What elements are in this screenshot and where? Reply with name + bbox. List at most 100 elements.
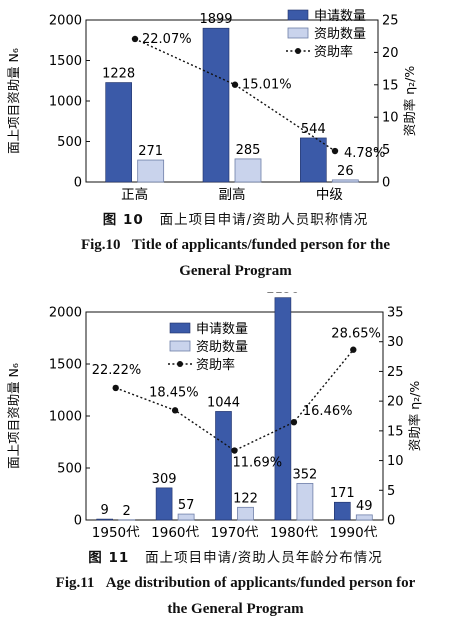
fig11-rate-label-0: 22.22%: [92, 363, 142, 378]
fig11-y2tick-label-5: 25: [387, 365, 404, 380]
fig10-bar-funded-2: [331, 179, 359, 183]
fig11-ytick-label-1: 500: [57, 462, 82, 477]
chart-fig10: 0 500 1000 1500 2000 0 5 10 15 20 25 面上项目资助量 N₆ 资助率 …: [6, 9, 417, 200]
fig11-label-apply-0: 9: [101, 503, 109, 518]
caption-fig10-zh-number: 图 10: [102, 212, 144, 228]
fig11-rate-point-2: [231, 447, 238, 454]
caption-fig11-en-line2: the General Program: [167, 601, 304, 617]
fig11-label-funded-2: 122: [233, 491, 258, 506]
fig10-legend-label-funded: 资助数量: [314, 27, 366, 42]
fig11-rate-point-0: [112, 384, 119, 392]
fig10-label-apply-2: 544: [301, 122, 326, 137]
fig11-ytick-label-3: 1500: [49, 358, 82, 373]
fig10-rate-point-2: [331, 147, 339, 155]
caption-fig10-en-line1: Title of applicants/funded person for th…: [131, 237, 391, 253]
caption-fig10-en-number: Fig.10: [80, 237, 121, 253]
fig11-xtick-label-1: 1960代: [151, 525, 199, 537]
fig10-y2tick-label-2: 10: [382, 111, 399, 126]
fig10-legend-label-rate: 资助率: [314, 44, 353, 60]
fig10-ytick-label-3: 1500: [49, 54, 82, 69]
fig10-rate-label-2: 4.78%: [344, 146, 385, 161]
fig10-label-funded-0: 271: [138, 144, 163, 159]
caption-fig10-en-line2: General Program: [179, 263, 292, 279]
fig10-y2tick-label-5: 25: [382, 14, 399, 29]
fig10-ytick-label-2: 1000: [49, 95, 82, 110]
fig10-y2label: 资助率 η₂/%: [402, 66, 417, 137]
fig10-y2tick-label-1: 5: [382, 143, 390, 158]
fig11-legend-swatch-funded: [169, 340, 191, 352]
caption-fig11-en: Fig.11 Age distribution of applicants/fu…: [0, 570, 471, 622]
fig11-xtick-label-2: 1970代: [211, 525, 259, 537]
fig11-rate-label-3: 16.46%: [303, 404, 353, 419]
fig11-rate-point-3: [290, 418, 298, 426]
fig10-xtick-label-2: 中级: [316, 187, 343, 200]
fig10-legend-label-apply: 申请数量: [314, 9, 366, 24]
fig10-y2tick-label-0: 0: [382, 176, 390, 191]
fig11-y2tick-label-6: 30: [387, 335, 404, 350]
fig10-bar-apply-0: [105, 82, 132, 183]
fig11-label-funded-3: 352: [292, 467, 317, 482]
fig11-bar-apply-0: [96, 518, 113, 521]
fig10-ylabel: 面上项目资助量 N₆: [6, 48, 21, 154]
fig11-ytick-label-2: 1000: [49, 410, 82, 425]
fig11-rate-point-1: [171, 407, 179, 414]
caption-fig10-zh-text: 面上项目申请/资助人员职称情况: [159, 212, 369, 228]
fig10-label-apply-1: 1899: [199, 12, 232, 27]
fig10-label-apply-0: 1228: [102, 67, 135, 82]
fig10-xtick-label-0: 正高: [121, 186, 148, 200]
chart-fig11: 0 500 1000 1500 2000 0 5 10 15 20 25 30 35 面上项目资助量 N₆…: [6, 292, 422, 537]
fig10-legend-swatch-apply: [287, 9, 309, 21]
fig11-bar-funded-1: [177, 513, 195, 521]
fig11-y2tick-label-2: 10: [387, 454, 404, 469]
fig11-ylabel: 面上项目资助量 N₆: [6, 363, 21, 469]
fig10-y2tick-label-4: 20: [382, 46, 399, 61]
fig11-label-apply-2: 1044: [207, 395, 240, 410]
fig10-bar-funded-1: [234, 158, 262, 183]
fig11-ytick-label-4: 2000: [49, 306, 82, 321]
caption-fig11-zh-text: 面上项目申请/资助人员年龄分布情况: [145, 550, 383, 566]
fig11-legend-label-funded: 资助数量: [196, 340, 248, 355]
fig11-ytick-label-0: 0: [74, 514, 82, 529]
fig11-label-apply-4: 171: [330, 486, 355, 501]
fig10-rate-line: [134, 38, 336, 152]
fig10-bar-funded-0: [137, 159, 165, 183]
fig11-rate-label-2: 11.69%: [233, 456, 283, 471]
fig10-rate-label-0: 22.07%: [142, 32, 192, 47]
fig10-xtick-label-1: 副高: [219, 186, 246, 200]
fig11-xtick-label-3: 1980代: [270, 525, 318, 537]
fig10-ytick-label-1: 500: [57, 135, 82, 150]
fig11-bar-funded-4: [355, 514, 373, 521]
fig11-label-apply-3: 2138: [266, 292, 299, 297]
fig11-y2tick-label-3: 15: [387, 424, 404, 439]
fig11-legend-label-rate: 资助率: [196, 357, 235, 373]
fig10-bar-apply-1: [202, 27, 230, 183]
fig11-legend-swatch-apply: [169, 322, 191, 334]
fig10-legend-swatch-funded: [287, 27, 309, 39]
fig11-label-apply-1: 309: [152, 472, 177, 487]
caption-fig10-en: Fig.10 Title of applicants/funded person…: [0, 232, 471, 284]
fig11-rate-label-1: 18.45%: [149, 385, 199, 400]
fig10-rate-label-1: 15.01%: [242, 78, 292, 93]
fig10-ytick-label-0: 0: [74, 176, 82, 191]
fig11-bar-apply-4: [333, 501, 351, 521]
fig11-bar-apply-3: [274, 297, 292, 521]
fig11-y2label: 资助率 η₂/%: [407, 381, 422, 452]
fig11-y2tick-label-7: 35: [387, 306, 404, 321]
fig11-y2tick-label-1: 5: [387, 484, 395, 499]
fig11-bar-funded-3: [296, 482, 314, 521]
fig10-label-funded-1: 285: [236, 143, 261, 158]
fig11-legend-swatch-rate-dot: [177, 361, 183, 367]
fig10-ytick-label-4: 2000: [49, 14, 82, 29]
fig11-bar-apply-2: [215, 411, 232, 521]
fig10-bar-apply-2: [300, 137, 327, 183]
fig10-legend-swatch-rate-dot: [295, 48, 301, 54]
fig11-label-funded-4: 49: [356, 499, 373, 514]
fig10-rate-point-0: [131, 35, 139, 43]
fig11-y2tick-label-0: 0: [387, 514, 395, 529]
caption-fig11-en-number: Fig.11: [55, 575, 95, 591]
fig11-bar-funded-2: [237, 506, 254, 521]
fig11-label-funded-1: 57: [178, 498, 195, 513]
caption-fig11-zh: 图 11 面上项目申请/资助人员年龄分布情况: [0, 546, 471, 566]
fig11-label-funded-0: 2: [123, 504, 131, 519]
fig11-xtick-label-0: 1950代: [92, 525, 140, 537]
